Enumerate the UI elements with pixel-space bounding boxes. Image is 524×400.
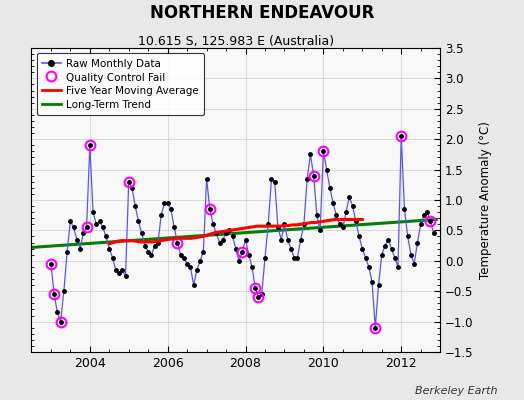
Y-axis label: Temperature Anomaly (°C): Temperature Anomaly (°C) <box>479 121 492 279</box>
Legend: Raw Monthly Data, Quality Control Fail, Five Year Moving Average, Long-Term Tren: Raw Monthly Data, Quality Control Fail, … <box>37 53 204 116</box>
Text: NORTHERN ENDEAVOUR: NORTHERN ENDEAVOUR <box>150 4 374 22</box>
Text: Berkeley Earth: Berkeley Earth <box>416 386 498 396</box>
Title: 10.615 S, 125.983 E (Australia): 10.615 S, 125.983 E (Australia) <box>138 35 334 48</box>
